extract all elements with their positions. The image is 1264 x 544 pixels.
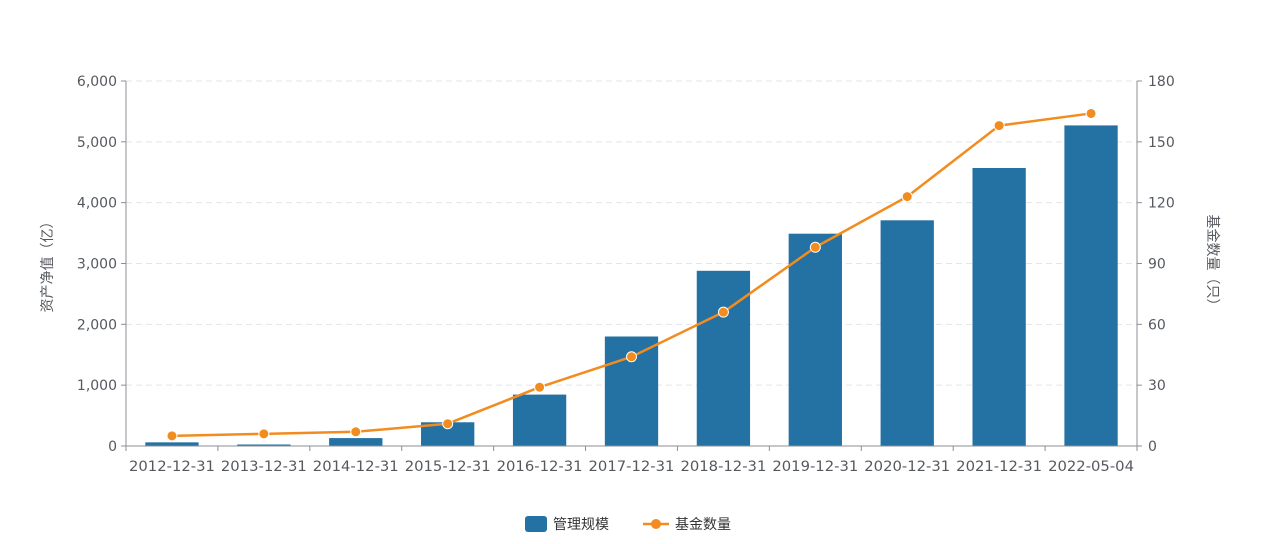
line-series xyxy=(166,107,1097,442)
legend[interactable]: 管理规模 基金数量 xyxy=(525,516,731,533)
bar-2012-12-31 xyxy=(145,442,199,446)
x-tick-label: 2021-12-31 xyxy=(956,459,1042,475)
right-tick-label: 60 xyxy=(1148,317,1166,333)
legend-bar-label: 管理规模 xyxy=(553,517,609,533)
left-tick-label: 6,000 xyxy=(77,74,117,90)
x-tick-label: 2017-12-31 xyxy=(589,459,675,475)
legend-item-bar[interactable]: 管理规模 xyxy=(525,516,609,533)
line-point-2021-12-31 xyxy=(993,120,1005,132)
bar-2020-12-31 xyxy=(880,220,934,446)
left-tick-label: 4,000 xyxy=(77,196,117,212)
bar-2019-12-31 xyxy=(788,233,842,446)
right-tick-label: 150 xyxy=(1148,135,1175,151)
bar-2016-12-31 xyxy=(512,394,567,446)
x-tick-label: 2022-05-04 xyxy=(1048,459,1134,475)
bar-2014-12-31 xyxy=(329,438,383,446)
line-point-2016-12-31 xyxy=(534,381,546,393)
line-point-2012-12-31 xyxy=(166,430,178,442)
right-tick-label: 180 xyxy=(1148,74,1175,90)
line-point-2014-12-31 xyxy=(350,426,362,438)
left-y-axis-title: 资产净值（亿） xyxy=(40,215,56,313)
legend-bar-swatch xyxy=(525,516,547,532)
left-y-axis-ticks: 0 1,000 2,000 3,000 4,000 5,000 6,000 xyxy=(77,74,126,455)
bar-2022-05-04 xyxy=(1064,125,1118,447)
x-tick-label: 2012-12-31 xyxy=(129,459,215,475)
left-tick-label: 0 xyxy=(108,439,117,455)
right-tick-label: 30 xyxy=(1148,378,1166,394)
bar-2013-12-31 xyxy=(237,444,291,446)
right-y-axis-title: 基金数量（只） xyxy=(1204,215,1221,313)
legend-line-marker xyxy=(651,519,661,529)
x-tick-label: 2013-12-31 xyxy=(221,459,307,475)
line-point-2022-05-04 xyxy=(1085,107,1097,119)
grid-lines xyxy=(126,80,1137,386)
bar-series xyxy=(145,125,1118,447)
x-axis-ticks: 2012-12-31 2013-12-31 2014-12-31 2015-12-31… xyxy=(125,446,1138,475)
bar-2021-12-31 xyxy=(972,167,1026,446)
line-point-2018-12-31 xyxy=(717,306,729,318)
x-tick-label: 2015-12-31 xyxy=(405,459,491,475)
line-point-2015-12-31 xyxy=(442,418,454,430)
bar-2018-12-31 xyxy=(696,270,751,446)
line-point-2019-12-31 xyxy=(809,241,821,253)
line-point-2013-12-31 xyxy=(258,428,270,440)
line-point-2020-12-31 xyxy=(901,191,913,203)
right-tick-label: 120 xyxy=(1148,196,1175,212)
right-tick-label: 90 xyxy=(1148,257,1166,273)
left-tick-label: 1,000 xyxy=(77,378,117,394)
left-tick-label: 2,000 xyxy=(77,317,117,333)
x-tick-label: 2016-12-31 xyxy=(497,459,583,475)
bar-2015-12-31 xyxy=(421,422,475,446)
x-tick-label: 2019-12-31 xyxy=(772,459,858,475)
legend-item-line[interactable]: 基金数量 xyxy=(643,516,731,533)
right-y-axis-ticks: 0 30 60 90 120 150 180 xyxy=(1137,74,1175,455)
x-tick-label: 2018-12-31 xyxy=(680,459,766,475)
legend-line-label: 基金数量 xyxy=(675,516,731,533)
line-point-2017-12-31 xyxy=(626,351,637,363)
left-tick-label: 5,000 xyxy=(77,135,117,151)
x-tick-label: 2020-12-31 xyxy=(864,459,950,475)
right-tick-label: 0 xyxy=(1148,439,1157,455)
left-tick-label: 3,000 xyxy=(77,257,117,273)
x-tick-label: 2014-12-31 xyxy=(313,459,399,475)
